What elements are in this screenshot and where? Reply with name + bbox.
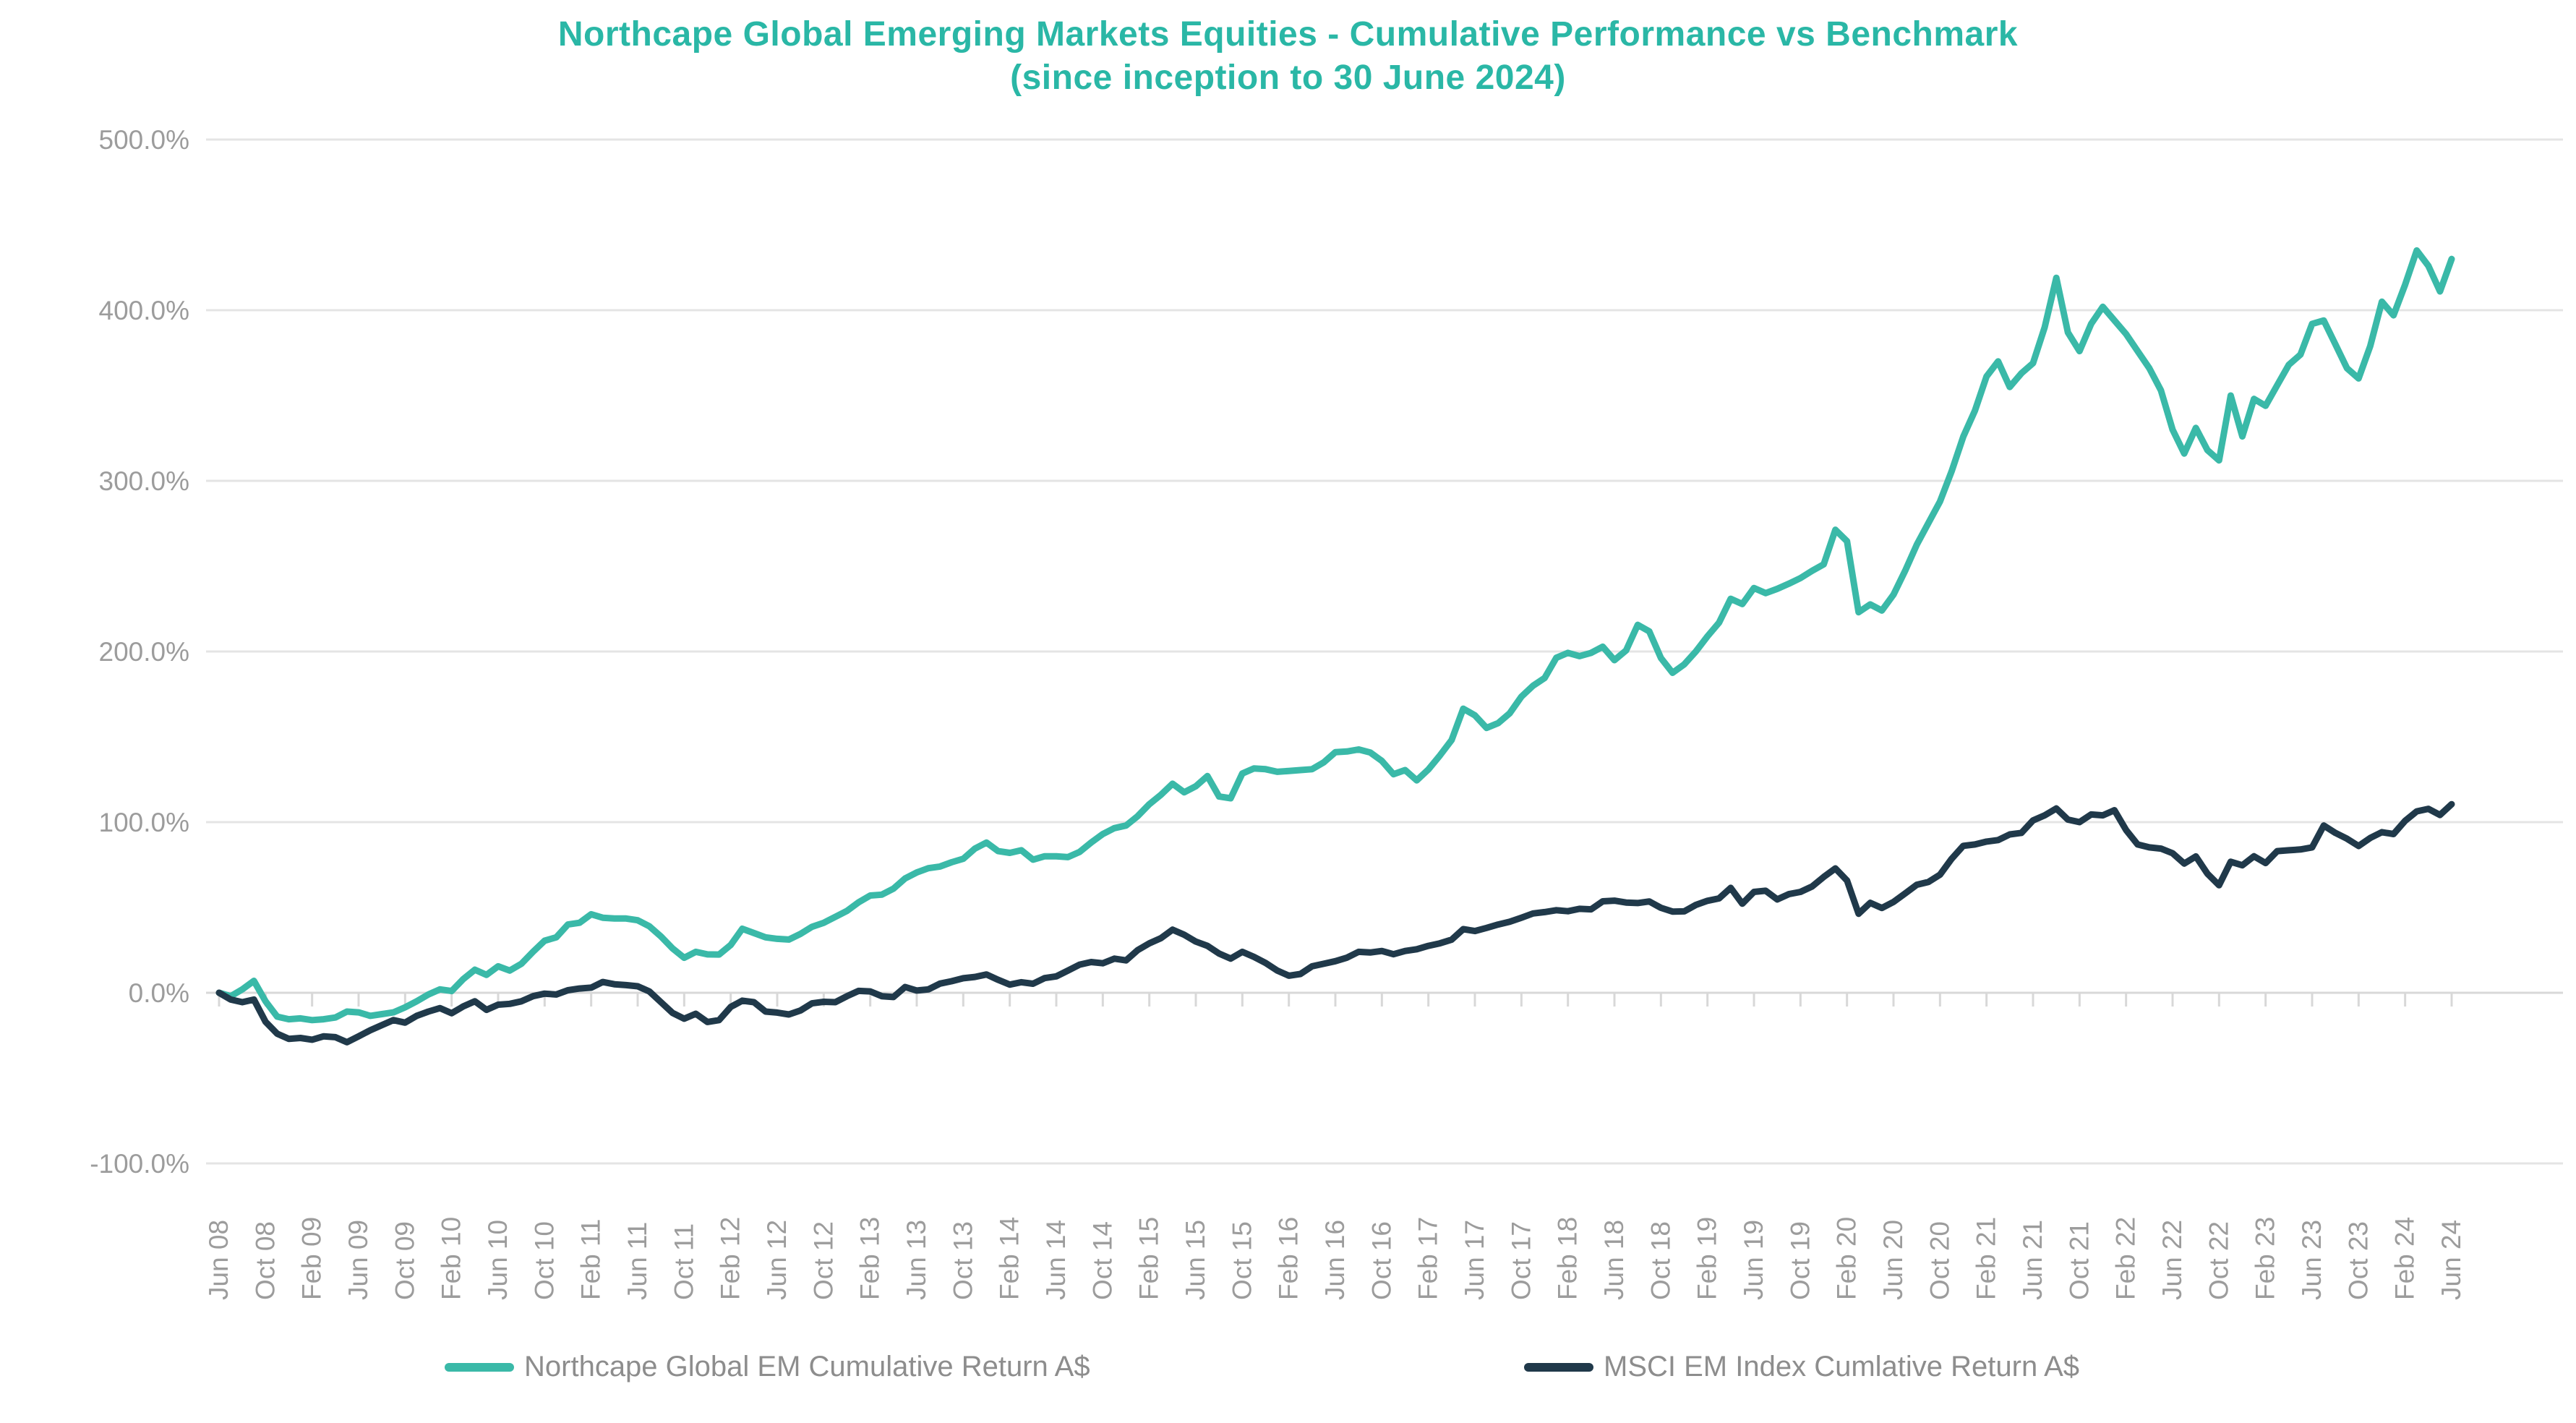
chart-legend: Northcape Global EM Cumulative Return A$… — [0, 1351, 2576, 1401]
x-axis-label: Jun 16 — [1320, 1220, 1350, 1300]
legend-swatch — [445, 1362, 514, 1372]
x-axis-label: Oct 14 — [1087, 1221, 1117, 1300]
x-axis-label: Jun 20 — [1878, 1220, 1908, 1300]
chart-title: Northcape Global Emerging Markets Equiti… — [557, 15, 2019, 54]
y-axis-label: 500.0% — [99, 125, 190, 155]
chart-subtitle: (since inception to 30 June 2024) — [1010, 59, 1566, 97]
x-axis-label: Oct 16 — [1366, 1221, 1396, 1300]
x-axis-label: Oct 10 — [529, 1221, 559, 1300]
x-axis-label: Jun 22 — [2157, 1220, 2187, 1300]
x-axis-label: Oct 21 — [2064, 1221, 2094, 1300]
x-axis-label: Oct 15 — [1227, 1221, 1257, 1300]
x-axis-label: Jun 23 — [2297, 1220, 2327, 1300]
x-axis-label: Oct 18 — [1646, 1221, 1675, 1300]
x-axis-label: Oct 13 — [948, 1221, 977, 1300]
x-axis-label: Jun 24 — [2436, 1220, 2466, 1300]
x-axis-label: Oct 08 — [250, 1221, 280, 1300]
x-axis-label: Jun 17 — [1460, 1220, 1489, 1300]
x-axis-label: Feb 22 — [2111, 1217, 2141, 1300]
x-axis-label: Feb 16 — [1274, 1217, 1304, 1300]
y-axis-label: -100.0% — [90, 1149, 189, 1179]
x-axis-label: Oct 12 — [808, 1221, 838, 1300]
legend-item-fund: Northcape Global EM Cumulative Return A$ — [445, 1351, 1090, 1383]
x-axis-label: Jun 09 — [343, 1220, 373, 1300]
x-axis-label: Jun 12 — [762, 1220, 792, 1300]
x-axis-label: Oct 11 — [669, 1223, 698, 1300]
x-axis-label: Feb 20 — [1832, 1217, 1862, 1300]
legend-item-index: MSCI EM Index Cumlative Return A$ — [1524, 1351, 2079, 1383]
y-axis-label: 200.0% — [99, 637, 190, 667]
x-axis-label: Feb 15 — [1134, 1217, 1164, 1300]
x-axis-label: Jun 10 — [483, 1220, 513, 1300]
x-axis-label: Feb 24 — [2390, 1217, 2420, 1300]
x-axis-label: Oct 23 — [2343, 1221, 2373, 1300]
x-axis-label: Oct 19 — [1785, 1221, 1815, 1300]
x-axis-label: Feb 23 — [2251, 1217, 2280, 1300]
x-axis-label: Jun 19 — [1739, 1220, 1768, 1300]
legend-label: Northcape Global EM Cumulative Return A$ — [524, 1351, 1090, 1383]
x-axis-label: Jun 11 — [622, 1222, 652, 1300]
y-axis-label: 0.0% — [129, 978, 189, 1008]
x-axis-label: Jun 13 — [902, 1220, 931, 1300]
x-axis-label: Jun 15 — [1181, 1220, 1210, 1300]
x-axis-label: Feb 09 — [297, 1217, 327, 1300]
series-line-index — [215, 800, 2455, 1046]
y-axis-label: 400.0% — [99, 296, 190, 325]
chart-title-block: Northcape Global Emerging Markets Equiti… — [0, 13, 2576, 100]
x-axis-label: Feb 11 — [576, 1219, 606, 1300]
legend-label: MSCI EM Index Cumlative Return A$ — [1604, 1351, 2080, 1383]
y-axis-label: 100.0% — [99, 808, 190, 837]
x-axis-label: Feb 18 — [1553, 1217, 1583, 1300]
x-axis-label: Jun 14 — [1041, 1220, 1071, 1300]
x-axis-label: Feb 17 — [1413, 1217, 1443, 1300]
x-axis-label: Oct 09 — [390, 1221, 419, 1300]
x-axis-label: Oct 20 — [1925, 1221, 1954, 1300]
x-axis-label: Feb 13 — [855, 1217, 885, 1300]
y-axis-label: 300.0% — [99, 466, 190, 496]
x-axis-label: Jun 21 — [2018, 1220, 2047, 1300]
x-axis-label: Feb 10 — [437, 1217, 466, 1300]
x-axis-label: Feb 14 — [995, 1217, 1024, 1300]
x-axis-label: Oct 22 — [2204, 1221, 2233, 1300]
series-line-fund — [215, 247, 2455, 1024]
x-axis-label: Feb 12 — [716, 1217, 745, 1300]
x-axis-label: Feb 19 — [1693, 1217, 1722, 1300]
x-axis-label: Jun 08 — [204, 1220, 234, 1300]
x-axis-label: Jun 18 — [1599, 1220, 1629, 1300]
legend-swatch — [1524, 1362, 1593, 1372]
x-axis-label: Oct 17 — [1506, 1221, 1536, 1300]
x-axis-label: Feb 21 — [1972, 1217, 2001, 1300]
